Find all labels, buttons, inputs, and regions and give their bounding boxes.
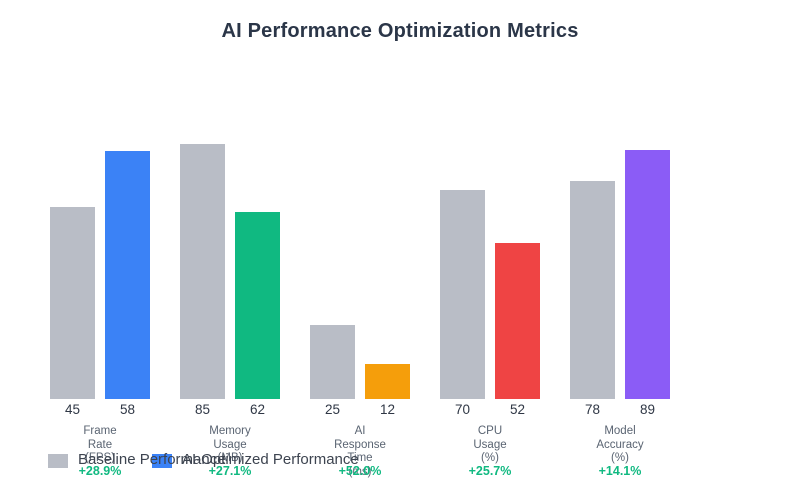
improvement-label-memory-usage-mb: +27.1%	[208, 464, 252, 478]
bar-value-baseline-ai-response-time-ms: 25	[324, 402, 341, 417]
improvement-label-frame-rate-fps: +28.9%	[78, 464, 122, 478]
bar-value-optimized-model-accuracy: 89	[639, 402, 656, 417]
legend-label-baseline: Baseline Performance	[78, 451, 226, 468]
bar-optimized-frame-rate-fps	[105, 151, 150, 399]
bar-value-baseline-memory-usage-mb: 85	[194, 402, 211, 417]
bar-value-optimized-memory-usage-mb: 62	[249, 402, 266, 417]
bar-optimized-model-accuracy	[625, 150, 670, 399]
category-label-ai-response-time-ms: AI Response Time (ms)	[334, 425, 386, 478]
bar-optimized-memory-usage-mb	[235, 212, 280, 399]
bar-value-baseline-model-accuracy: 78	[584, 402, 601, 417]
bar-optimized-cpu-usage	[495, 243, 540, 399]
legend-swatch-optimized	[152, 453, 172, 468]
category-label-frame-rate-fps: Frame Rate (FPS)	[83, 425, 117, 464]
improvement-label-cpu-usage: +25.7%	[468, 464, 512, 478]
legend-item-baseline: Baseline Performance	[48, 451, 226, 468]
bar-value-optimized-ai-response-time-ms: 12	[379, 402, 396, 417]
bar-baseline-ai-response-time-ms	[310, 325, 355, 399]
legend: Baseline Performance AI-Optimized Perfor…	[0, 451, 800, 469]
bar-value-baseline-cpu-usage: 70	[454, 402, 471, 417]
category-label-memory-usage-mb: Memory Usage (MB)	[209, 425, 251, 464]
bar-value-optimized-cpu-usage: 52	[509, 402, 526, 417]
improvement-label-ai-response-time-ms: +52.0%	[338, 464, 382, 478]
category-label-model-accuracy: Model Accuracy (%)	[596, 425, 644, 464]
legend-item-optimized: AI-Optimized Performance	[152, 451, 359, 468]
bar-value-optimized-frame-rate-fps: 58	[119, 402, 136, 417]
legend-label-optimized: AI-Optimized Performance	[182, 451, 359, 468]
chart-title: AI Performance Optimization Metrics	[221, 20, 579, 42]
improvement-label-model-accuracy: +14.1%	[598, 464, 642, 478]
bar-baseline-cpu-usage	[440, 190, 485, 399]
bar-baseline-memory-usage-mb	[180, 144, 225, 399]
bar-baseline-model-accuracy	[570, 181, 615, 399]
bar-optimized-ai-response-time-ms	[365, 364, 410, 399]
bar-value-baseline-frame-rate-fps: 45	[64, 402, 81, 417]
bar-baseline-frame-rate-fps	[50, 207, 95, 399]
category-label-cpu-usage: CPU Usage (%)	[473, 425, 507, 464]
legend-swatch-baseline	[48, 453, 68, 468]
